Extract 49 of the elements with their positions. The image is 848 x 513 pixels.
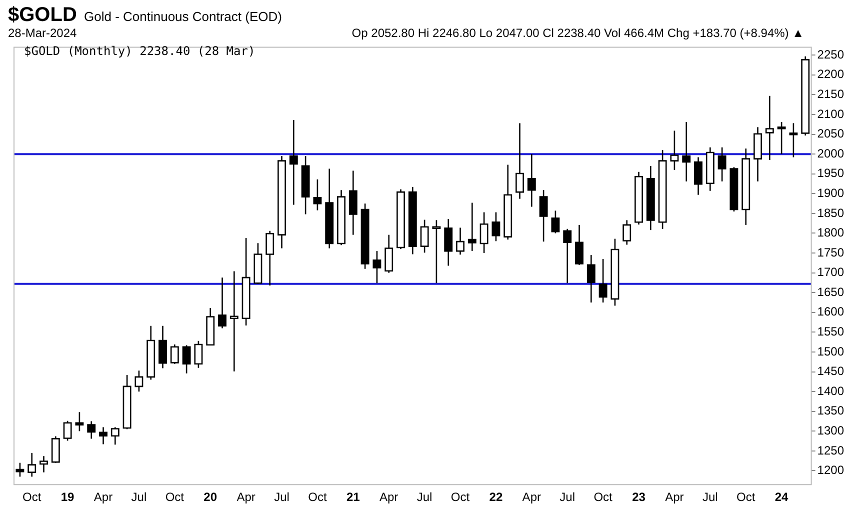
y-tick-label: 1650 <box>817 284 844 299</box>
x-tick-label: 23 <box>632 490 646 504</box>
y-tick-label: 1950 <box>817 166 844 180</box>
y-tick-label: 1300 <box>817 423 844 438</box>
y-tick-label: 1750 <box>817 245 844 260</box>
annotation: $GOLD (Monthly) 2238.40 (28 Mar) <box>24 44 256 58</box>
y-tick-label: 1600 <box>817 304 844 319</box>
y-tick-label: 1200 <box>817 463 844 478</box>
x-tick-label: Oct <box>736 490 756 504</box>
x-tick-label: Apr <box>522 490 541 504</box>
x-tick-label: 21 <box>346 490 360 504</box>
x-tick-label: Jul <box>560 490 576 504</box>
x-tick-label: Oct <box>22 490 42 504</box>
x-tick-label: 22 <box>489 490 503 504</box>
chart-title: $GOLD <box>8 4 77 27</box>
x-tick-label: Oct <box>165 490 185 504</box>
y-tick-label: 1550 <box>817 324 844 339</box>
y-tick-label: 1250 <box>817 443 844 458</box>
y-tick-label: 2250 <box>817 47 844 62</box>
x-tick-label: Oct <box>308 490 328 504</box>
x-tick-label: Oct <box>450 490 470 504</box>
y-tick-label: 1450 <box>817 364 844 378</box>
y-tick-label: 1700 <box>817 265 844 280</box>
y-tick-label: 2100 <box>817 106 844 121</box>
y-tick-label: 1800 <box>817 226 844 240</box>
x-tick-label: 24 <box>774 490 789 504</box>
text: Op 2052.80 Hi 2246.80 Lo 2047.00 Cl 2238.40 Vol 466.4M Chg +183.70 (+8.94%) ▲ <box>352 26 804 40</box>
x-tick-label: Apr <box>236 490 256 504</box>
chart-subtitle: Gold - Continuous Contract (EOD) <box>84 9 282 24</box>
y-tick-label: 1350 <box>817 404 844 418</box>
y-tick-label: 2050 <box>817 126 844 141</box>
y-tick-label: 1900 <box>817 186 844 200</box>
x-tick-label: Jul <box>416 490 432 504</box>
x-tick-label: 19 <box>60 490 75 504</box>
x-tick-label: Apr <box>94 490 113 504</box>
y-tick-label: 1850 <box>817 206 844 220</box>
text: 28-Mar-2024 <box>8 26 77 40</box>
y-tick-label: 1500 <box>817 344 844 358</box>
y-tick-label: 2000 <box>817 146 844 160</box>
x-tick-label: Apr <box>665 490 684 504</box>
x-tick-label: Jul <box>131 490 147 504</box>
y-tick-label: 1400 <box>817 384 844 398</box>
y-tick-label: 2200 <box>817 67 844 82</box>
x-tick-label: Jul <box>702 490 718 504</box>
y-tick-label: 2150 <box>817 87 844 102</box>
x-tick-label: Jul <box>274 490 290 504</box>
x-tick-label: 20 <box>204 490 218 504</box>
x-tick-label: Apr <box>380 490 398 504</box>
x-tick-label: Oct <box>594 490 614 504</box>
